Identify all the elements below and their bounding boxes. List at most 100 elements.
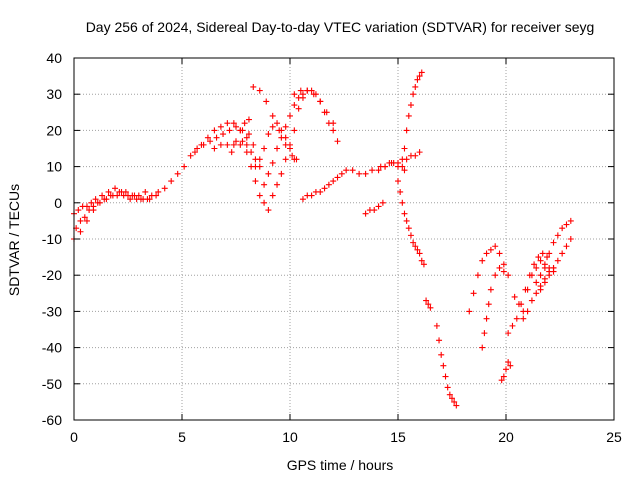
data-point xyxy=(282,156,289,163)
data-point xyxy=(474,272,481,279)
data-point xyxy=(416,149,423,156)
data-point xyxy=(291,156,298,163)
series-arc-29 xyxy=(520,264,557,322)
data-point xyxy=(509,322,516,329)
data-point xyxy=(449,395,455,402)
data-point xyxy=(414,76,421,83)
data-point xyxy=(405,225,412,232)
data-point xyxy=(211,145,218,152)
data-point xyxy=(427,304,434,311)
data-point xyxy=(230,120,237,127)
data-point xyxy=(375,167,382,174)
data-point xyxy=(243,134,250,141)
data-point xyxy=(487,286,494,293)
data-point xyxy=(323,109,330,116)
series-arc-7 xyxy=(239,138,272,214)
y-tick-label: -30 xyxy=(42,303,62,319)
data-point xyxy=(269,159,276,166)
data-point xyxy=(310,91,317,98)
data-point xyxy=(155,188,162,195)
data-point xyxy=(256,87,263,94)
data-point xyxy=(191,149,198,156)
series-arc-9 xyxy=(252,120,298,170)
data-point xyxy=(425,301,432,308)
x-tick-label: 20 xyxy=(498,429,514,445)
data-point xyxy=(239,138,246,145)
x-tick-label: 25 xyxy=(606,429,622,445)
data-point xyxy=(405,112,412,119)
data-point xyxy=(321,185,328,192)
data-point xyxy=(140,196,147,203)
data-point xyxy=(161,185,168,192)
data-point xyxy=(334,138,341,145)
data-point xyxy=(438,351,445,358)
series-arc-8 xyxy=(250,83,300,163)
data-point xyxy=(325,181,332,188)
data-point xyxy=(401,145,408,152)
data-point xyxy=(252,163,259,170)
data-point xyxy=(524,308,531,315)
data-point xyxy=(131,192,138,199)
data-point xyxy=(224,141,231,148)
data-point xyxy=(362,170,369,177)
data-point xyxy=(114,192,121,199)
data-point xyxy=(237,141,244,148)
data-point xyxy=(263,98,270,105)
data-point xyxy=(479,344,486,351)
data-point xyxy=(492,243,499,250)
data-point xyxy=(416,250,423,257)
data-point xyxy=(436,337,443,344)
data-point xyxy=(412,152,419,159)
data-point xyxy=(528,297,535,304)
y-tick-label: 20 xyxy=(46,122,62,138)
y-tick-label: 30 xyxy=(46,86,62,102)
y-tick-label: -50 xyxy=(42,376,62,392)
data-point xyxy=(500,373,507,380)
series-arc-6 xyxy=(228,116,252,156)
series-arc-18 xyxy=(395,178,427,268)
data-point xyxy=(291,127,298,134)
data-point xyxy=(250,83,257,90)
data-point xyxy=(250,141,257,148)
data-point xyxy=(304,87,311,94)
data-point xyxy=(541,275,548,282)
data-point xyxy=(198,141,205,148)
data-point xyxy=(207,138,214,145)
data-point xyxy=(194,145,201,152)
data-point xyxy=(299,94,306,101)
data-point xyxy=(466,308,473,315)
data-point xyxy=(505,272,512,279)
data-point xyxy=(420,261,427,268)
series-arc-2 xyxy=(71,185,151,217)
data-point xyxy=(531,261,538,268)
data-point xyxy=(142,188,149,195)
axis-ticks xyxy=(73,57,615,421)
data-point xyxy=(446,391,453,398)
data-point xyxy=(470,290,477,297)
data-point xyxy=(133,196,140,203)
data-point xyxy=(168,178,175,185)
data-point xyxy=(287,112,293,119)
data-point xyxy=(278,127,285,134)
data-point xyxy=(412,83,419,90)
data-point xyxy=(533,264,540,271)
data-point xyxy=(291,91,298,98)
data-point xyxy=(407,232,414,239)
data-point xyxy=(287,141,293,148)
data-point xyxy=(241,120,248,127)
data-point xyxy=(544,254,551,261)
series-arc-10 xyxy=(261,91,306,188)
data-point xyxy=(492,272,499,279)
data-point xyxy=(297,87,304,94)
data-point xyxy=(317,188,324,195)
data-point xyxy=(269,123,276,130)
data-point xyxy=(524,286,531,293)
data-point xyxy=(330,178,337,185)
series-arc-22 xyxy=(466,243,512,315)
data-point xyxy=(265,131,272,138)
data-point xyxy=(559,225,566,232)
data-point xyxy=(416,73,423,80)
data-point xyxy=(174,170,181,177)
data-point xyxy=(94,199,101,206)
